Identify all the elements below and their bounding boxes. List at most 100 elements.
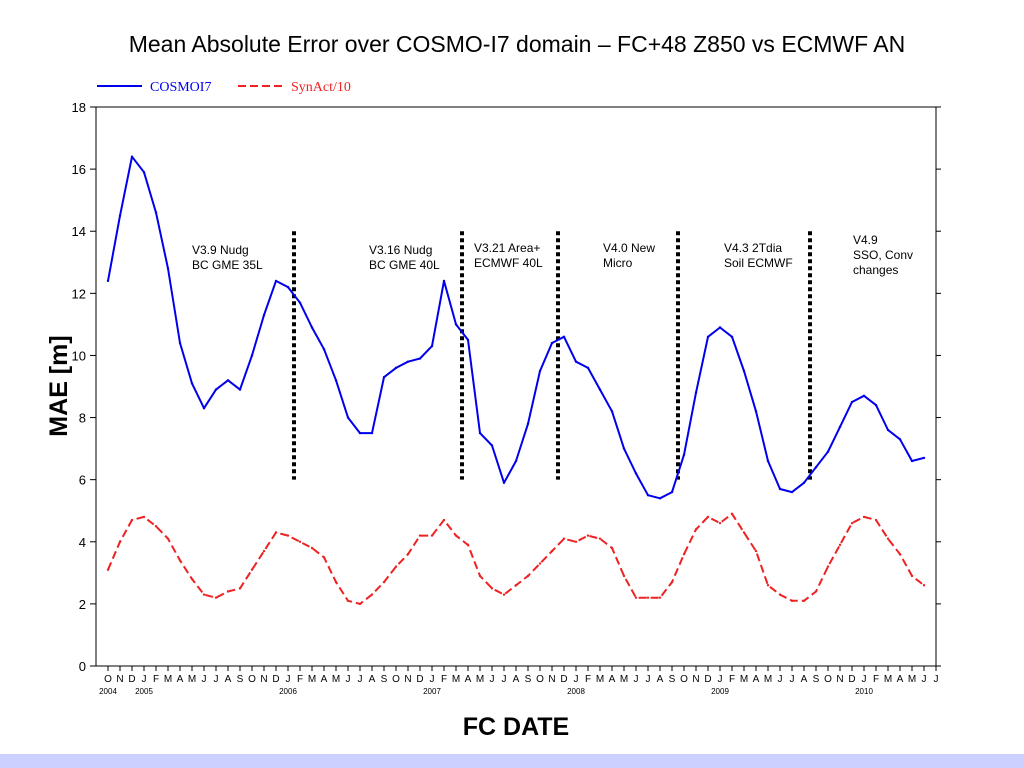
x-tick-label: M — [164, 674, 172, 685]
data-point — [286, 285, 290, 289]
data-point — [862, 515, 866, 519]
plot-area — [106, 155, 926, 606]
version-annotation: V4.0 New — [603, 241, 655, 255]
data-point — [790, 599, 794, 602]
data-point — [454, 323, 458, 326]
x-tick-label: J — [286, 674, 291, 685]
data-point — [874, 518, 878, 522]
data-point — [358, 431, 362, 435]
x-tick-label: J — [202, 674, 207, 685]
data-point — [538, 369, 542, 373]
version-annotation: BC GME 35L — [192, 258, 263, 272]
x-tick-label: S — [669, 674, 676, 685]
x-tick-label: J — [790, 674, 795, 685]
legend-label-synact: SynAct/10 — [291, 80, 351, 95]
data-point — [718, 521, 722, 525]
data-point — [322, 556, 326, 559]
data-point — [658, 596, 662, 599]
data-point — [706, 335, 710, 339]
data-point — [430, 344, 434, 348]
series-line-cosmoi7 — [107, 155, 925, 500]
x-tick-label: M — [476, 674, 484, 685]
x-tick-label: N — [548, 674, 555, 685]
data-point — [250, 568, 254, 571]
x-tick-label: S — [525, 674, 532, 685]
data-point — [922, 456, 926, 460]
data-point — [586, 366, 590, 370]
data-point — [202, 593, 206, 596]
x-tick-label: A — [225, 674, 232, 685]
data-point — [382, 375, 386, 379]
data-point — [814, 590, 818, 593]
y-tick-label: 0 — [79, 659, 86, 674]
data-point — [778, 593, 782, 596]
version-annotation: ECMWF 40L — [474, 256, 543, 270]
x-tick-label: A — [369, 674, 376, 685]
x-tick-label: J — [346, 674, 351, 685]
data-point — [310, 546, 314, 550]
x-tick-label: M — [620, 674, 628, 685]
data-point — [466, 338, 470, 342]
data-point — [286, 534, 290, 537]
x-tick-label: A — [801, 674, 808, 685]
data-point — [754, 410, 758, 413]
data-point — [298, 301, 302, 304]
x-tick-label: J — [214, 674, 219, 685]
data-point — [514, 459, 518, 463]
data-point — [238, 587, 242, 590]
x-tick-label: A — [897, 674, 904, 685]
x-tick-label: J — [490, 674, 495, 685]
data-point — [874, 403, 878, 407]
data-point — [430, 534, 434, 537]
data-point — [466, 543, 470, 547]
data-point — [850, 521, 854, 525]
data-point — [574, 360, 578, 363]
chart-title: Mean Absolute Error over COSMO-I7 domain… — [129, 31, 906, 57]
x-tick-label: O — [824, 674, 832, 685]
data-point — [334, 580, 338, 584]
data-point — [310, 326, 314, 329]
x-tick-label: A — [321, 674, 328, 685]
data-point — [490, 444, 494, 447]
data-point — [670, 580, 674, 584]
data-point — [262, 313, 266, 317]
data-point — [730, 335, 734, 339]
x-tick-label: F — [873, 674, 879, 685]
version-annotation: V3.16 Nudg — [369, 243, 432, 257]
data-point — [598, 388, 602, 391]
legend: COSMOI7 SynAct/10 — [97, 80, 351, 95]
year-label: 2010 — [855, 687, 873, 696]
data-point — [610, 546, 614, 550]
data-point — [454, 534, 458, 537]
x-tick-label: M — [596, 674, 604, 685]
data-point — [418, 357, 422, 360]
x-tick-label: D — [848, 674, 855, 685]
data-point — [406, 360, 410, 363]
year-label: 2005 — [135, 687, 153, 696]
data-point — [226, 590, 230, 593]
data-point — [754, 549, 758, 553]
x-tick-label: O — [248, 674, 256, 685]
x-tick-label: N — [116, 674, 123, 685]
data-point — [898, 438, 902, 441]
data-point — [358, 602, 362, 606]
data-point — [550, 549, 554, 553]
data-point — [346, 599, 350, 602]
version-annotation: Soil ECMWF — [724, 256, 793, 270]
data-point — [634, 596, 638, 599]
data-point — [538, 562, 542, 565]
x-tick-label: J — [922, 674, 927, 685]
year-label: 2009 — [711, 687, 729, 696]
data-point — [202, 407, 206, 410]
x-tick-label: A — [465, 674, 472, 685]
x-tick-label: J — [778, 674, 783, 685]
data-point — [502, 481, 506, 484]
data-point — [742, 369, 746, 373]
y-tick-label: 6 — [79, 473, 86, 488]
data-point — [766, 459, 770, 463]
data-point — [442, 279, 446, 283]
year-label: 2006 — [279, 687, 297, 696]
data-point — [394, 366, 398, 370]
x-axis-title: FC DATE — [463, 713, 569, 741]
